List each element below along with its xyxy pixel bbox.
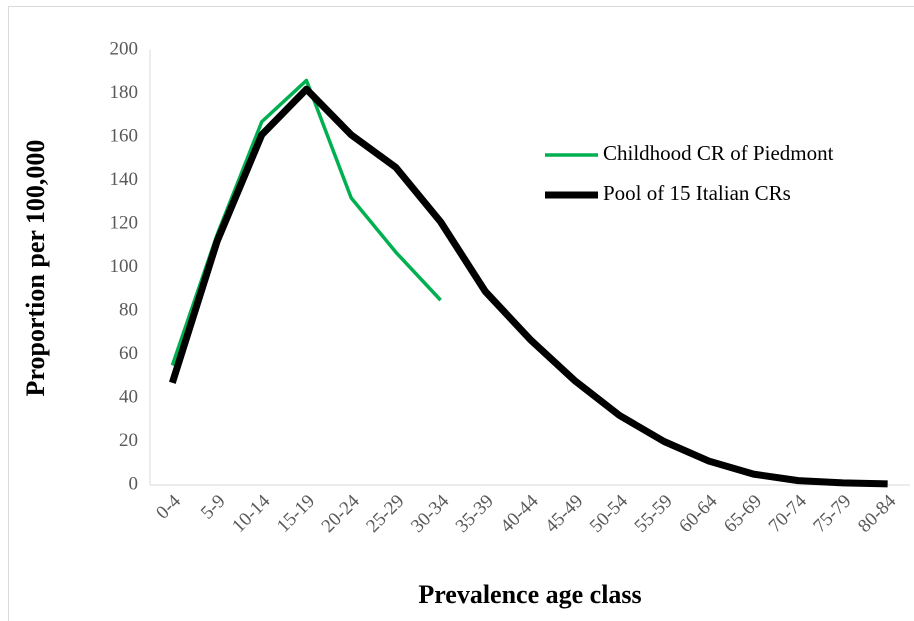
legend-label: Childhood CR of Piedmont (603, 141, 834, 165)
x-axis-title: Prevalence age class (418, 580, 641, 609)
y-tick-label: 200 (110, 38, 139, 59)
x-tick-label: 30-34 (407, 490, 454, 537)
x-tick-label: 15-19 (273, 491, 319, 537)
y-tick-label: 180 (110, 82, 139, 103)
chart-border (8, 6, 914, 621)
x-tick-label: 40-44 (496, 490, 543, 537)
series-line (170, 78, 442, 366)
y-tick-label: 60 (119, 343, 138, 364)
x-tick-label: 45-49 (541, 491, 587, 537)
legend-label: Pool of 15 Italian CRs (603, 181, 791, 205)
y-tick-label: 100 (110, 256, 139, 277)
y-tick-label: 80 (119, 299, 138, 320)
x-tick-label: 75-79 (809, 491, 855, 537)
x-tick-label: 20-24 (318, 490, 365, 537)
y-tick-label: 160 (110, 125, 139, 146)
y-tick-label: 120 (110, 212, 139, 233)
y-tick-label: 20 (119, 430, 138, 451)
x-tick-label: 0-4 (152, 490, 185, 523)
x-tick-label: 5-9 (197, 491, 230, 524)
x-tick-label: 50-54 (586, 490, 633, 537)
y-tick-label: 140 (110, 169, 139, 190)
x-tick-label: 65-69 (720, 491, 766, 537)
y-axis-title: Proportion per 100,000 (21, 140, 50, 397)
x-tick-label: 80-84 (854, 490, 901, 537)
x-tick-label: 55-59 (631, 491, 677, 537)
x-tick-label: 10-14 (228, 490, 275, 537)
y-tick-label: 0 (129, 473, 139, 494)
x-tick-label: 60-64 (675, 490, 722, 537)
x-tick-label: 35-39 (452, 491, 498, 537)
x-tick-label: 25-29 (362, 491, 408, 537)
series-line (169, 85, 888, 488)
x-tick-label: 70-74 (765, 490, 812, 537)
y-tick-label: 40 (119, 386, 138, 407)
